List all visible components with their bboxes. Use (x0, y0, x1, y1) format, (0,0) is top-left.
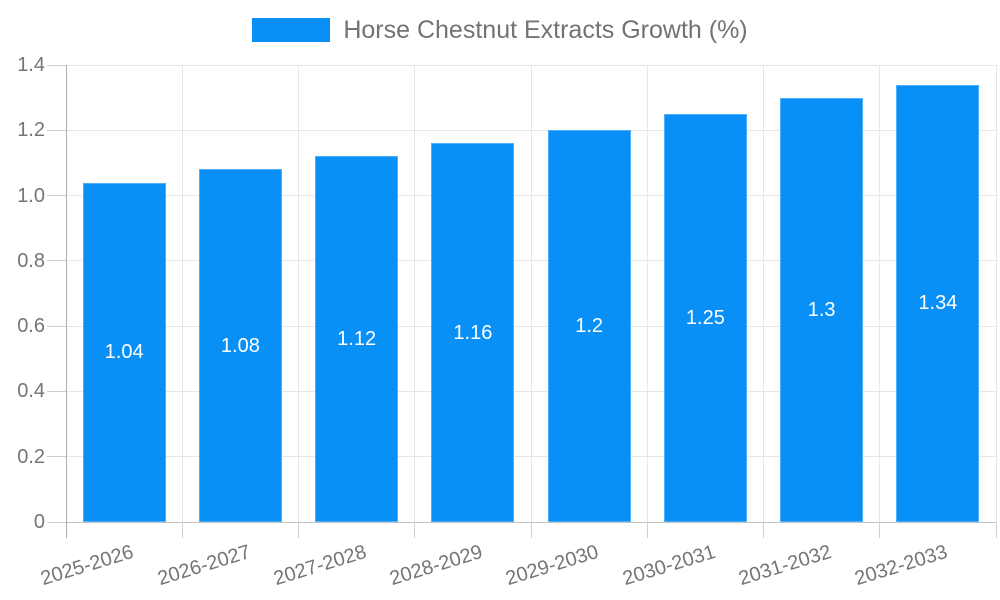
x-axis-tick (879, 522, 881, 538)
y-axis-tick (47, 325, 66, 327)
bar-value-label: 1.3 (807, 298, 836, 321)
x-axis-label: 2030-2031 (619, 541, 718, 591)
x-axis-label: 2029-2030 (503, 541, 602, 591)
bar-2032-2033[interactable]: 1.34 (896, 84, 980, 522)
plot-area: 1.4 1.2 1.0 0.8 0.6 0.4 0.2 0 1.04 1.08 1.12 1.16 1.… (17, 54, 997, 590)
y-axis-tick (47, 260, 66, 262)
gridline-x (530, 65, 532, 522)
y-axis-label: 0.4 (17, 380, 45, 403)
bar-2025-2026[interactable]: 1.04 (82, 182, 166, 522)
chart-legend[interactable]: Horse Chestnut Extracts Growth (%) (0, 16, 1000, 44)
bar-value-label: 1.25 (685, 306, 725, 329)
bar-value-label: 1.12 (337, 328, 377, 351)
bar-value-label: 1.34 (918, 292, 958, 315)
gridline-x (414, 65, 416, 522)
gridline-x (763, 65, 764, 522)
x-axis-tick (763, 522, 764, 538)
gridline-x (298, 65, 299, 522)
y-axis-label: 0.6 (17, 315, 45, 338)
x-axis-label: 2025-2026 (38, 541, 137, 591)
gridline-x (646, 65, 648, 522)
y-axis-label: 0.8 (17, 249, 45, 272)
x-axis-tick (646, 522, 648, 538)
bar-value-label: 1.08 (220, 334, 260, 357)
y-axis-label: 0.2 (17, 445, 45, 468)
bar-value-label: 1.2 (575, 315, 604, 338)
y-axis-tick (47, 521, 66, 523)
x-axis-label: 2026-2027 (154, 541, 253, 591)
bar-2028-2029[interactable]: 1.16 (431, 143, 515, 522)
bar-value-label: 1.04 (104, 341, 144, 364)
y-axis-tick (47, 390, 66, 392)
y-axis-tick (47, 195, 66, 197)
y-axis-tick (47, 129, 66, 131)
bar-2026-2027[interactable]: 1.08 (198, 169, 282, 522)
legend-label: Horse Chestnut Extracts Growth (%) (343, 15, 748, 44)
bar-2029-2030[interactable]: 1.2 (547, 130, 631, 522)
y-axis-line (65, 65, 67, 538)
x-axis-tick (995, 522, 997, 538)
x-axis-label: 2032-2033 (852, 541, 951, 591)
x-axis-tick (530, 522, 532, 538)
x-axis-label: 2028-2029 (387, 541, 486, 591)
gridline-x (995, 65, 997, 522)
x-axis-label: 2031-2032 (736, 541, 835, 591)
y-axis-tick (47, 456, 66, 458)
y-axis-label: 0 (33, 511, 45, 533)
bar-2027-2028[interactable]: 1.12 (315, 156, 399, 522)
x-axis-tick (181, 522, 183, 538)
x-axis-tick (414, 522, 416, 538)
bar-2031-2032[interactable]: 1.3 (780, 97, 864, 522)
gridline-x (181, 65, 183, 522)
y-axis-label: 1.0 (17, 184, 45, 207)
x-axis-label: 2027-2028 (271, 541, 370, 591)
bar-2030-2031[interactable]: 1.25 (663, 113, 747, 522)
bar-value-label: 1.16 (453, 321, 493, 344)
x-axis-tick (298, 522, 299, 538)
y-axis-label: 1.2 (17, 119, 45, 142)
legend-swatch (252, 18, 331, 42)
y-axis-label: 1.4 (17, 54, 45, 76)
y-axis-tick (47, 64, 66, 66)
gridline-x (879, 65, 881, 522)
